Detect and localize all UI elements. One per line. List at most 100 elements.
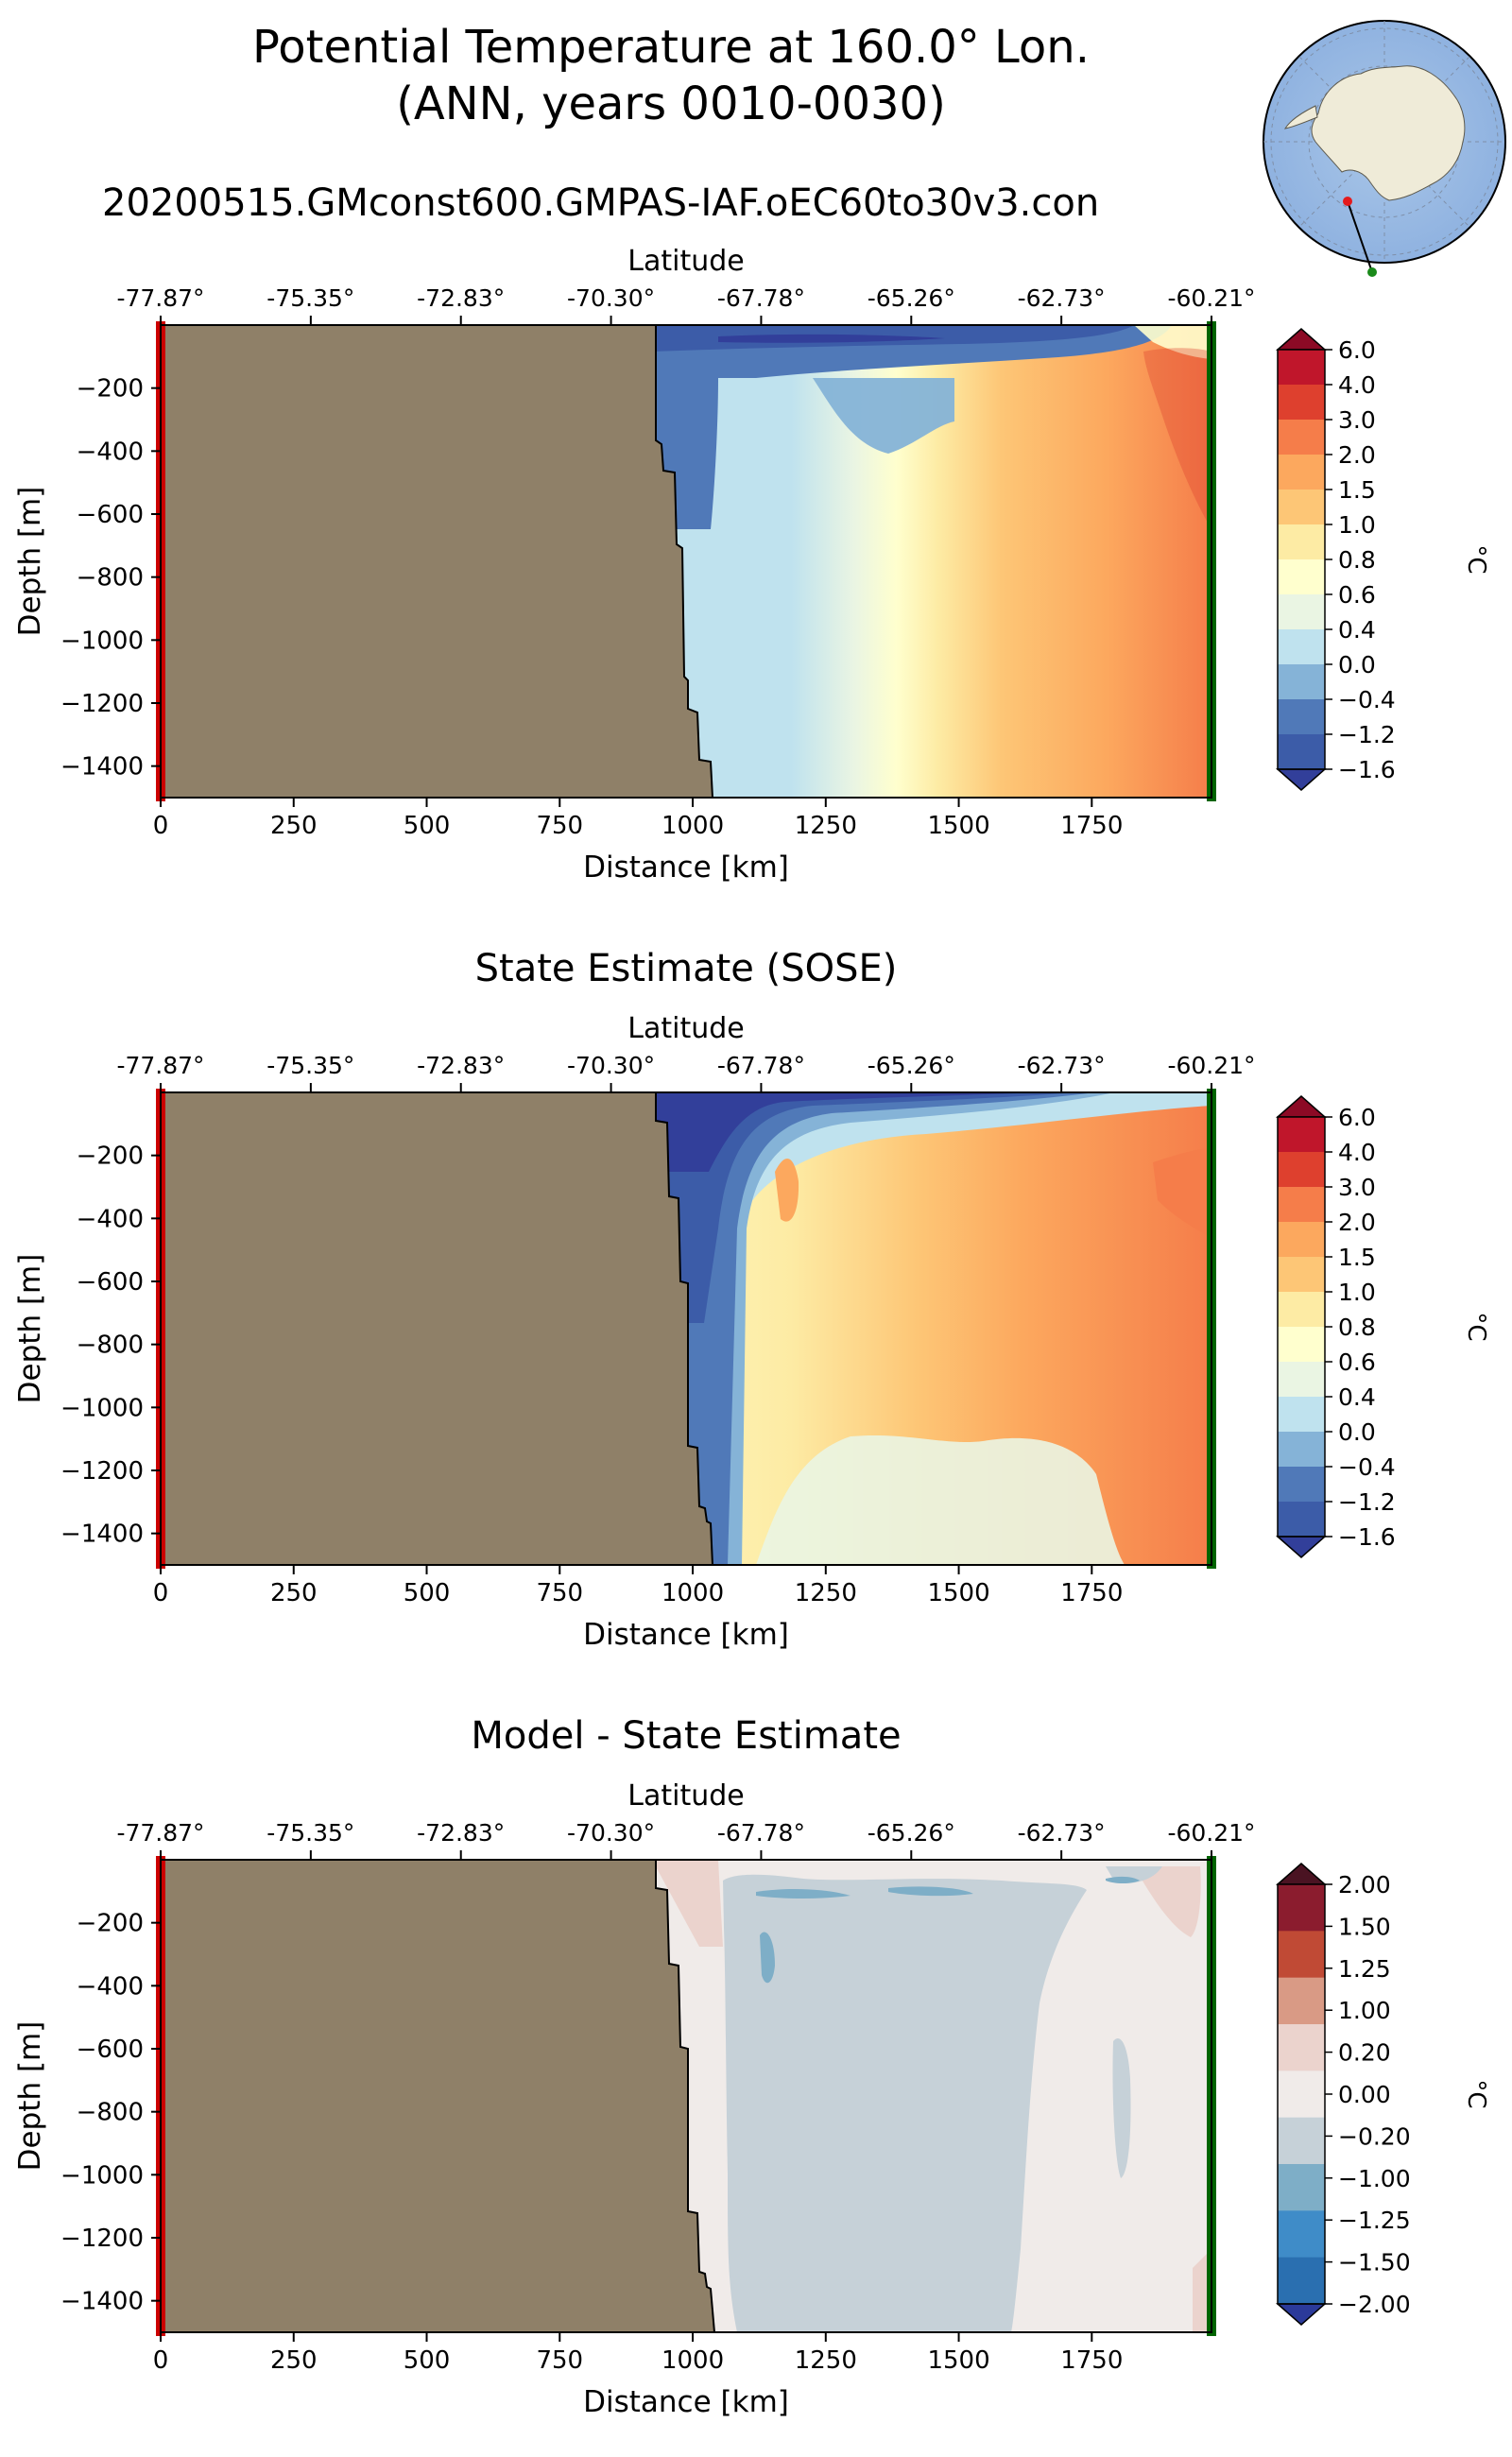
colorbar-tick-label: −1.6 bbox=[1338, 1523, 1396, 1551]
colorbar-segment bbox=[1278, 1931, 1325, 1979]
colorbar-tick-label: 1.25 bbox=[1338, 1955, 1391, 1983]
y-tick-label: −400 bbox=[77, 438, 144, 466]
colorbar-extend-max bbox=[1276, 328, 1327, 351]
x-tick-label: 250 bbox=[270, 812, 318, 840]
colorbar-segment bbox=[1278, 455, 1325, 490]
x-tick-label: 0 bbox=[153, 1579, 169, 1607]
inset-map bbox=[1263, 20, 1506, 277]
colorbar-tick-label: −1.2 bbox=[1338, 1488, 1396, 1516]
top-tick-label: -75.35° bbox=[266, 1052, 354, 1079]
y-tick-label: −1000 bbox=[60, 2161, 144, 2190]
y-tick-label: −1400 bbox=[60, 2288, 144, 2316]
colorbar-tick-label: 6.0 bbox=[1338, 336, 1376, 364]
colorbar-segment bbox=[1278, 2024, 1325, 2071]
ylabel-model: Depth [m] bbox=[13, 487, 47, 637]
y-tick-label: −1200 bbox=[60, 2225, 144, 2253]
colorbar-segment bbox=[1278, 1292, 1325, 1328]
plot-frame-model bbox=[160, 324, 1212, 799]
colorbar-tick-label: 0.00 bbox=[1338, 2081, 1391, 2108]
top-tick-label: -75.35° bbox=[266, 284, 354, 312]
land-sose bbox=[160, 1091, 714, 1566]
ylabel-sose: Depth [m] bbox=[13, 1254, 47, 1404]
colorbar-tick-label: −2.00 bbox=[1338, 2291, 1411, 2318]
top-tick-label: -62.73° bbox=[1018, 284, 1106, 312]
colorbar-segment bbox=[1278, 2117, 1325, 2165]
colorbar-segment bbox=[1278, 559, 1325, 595]
colorbar-label: °C bbox=[1462, 1312, 1490, 1341]
top-tick-label: -65.26° bbox=[868, 1819, 955, 1847]
plot-frame-sose bbox=[160, 1091, 1212, 1566]
x-tick-label: 1750 bbox=[1060, 2346, 1123, 2375]
xlabel-model: Distance [km] bbox=[583, 850, 789, 885]
colorbar-model: 6.0 4.0 3.0 2.0 1.5 1.0 0.8 0.6 0.4 0.0 −0.4 −1.2 −1… bbox=[1276, 328, 1490, 791]
colorbar-segment bbox=[1278, 420, 1325, 455]
colorbar-segment bbox=[1278, 2070, 1325, 2119]
colorbar-extend-max bbox=[1276, 1863, 1327, 1885]
colorbar-extend-min bbox=[1276, 768, 1327, 791]
colorbar-segment bbox=[1278, 1977, 1325, 2025]
y-ticks-sose: −200 −400 −600 −800 −1000 −1200 −1400 bbox=[60, 1143, 161, 1549]
y-tick-label: −800 bbox=[77, 1332, 144, 1360]
panel-difference: Model - State Estimate Latitude -77.87° -… bbox=[13, 1714, 1490, 2419]
x-ticks-sose: 0 250 500 750 1000 1250 1500 1750 bbox=[153, 1565, 1123, 1607]
top-tick-label: -70.30° bbox=[567, 1052, 655, 1079]
top-ticks-model: -77.87° -75.35° -72.83° -70.30° -67.78° -65.2… bbox=[116, 284, 1256, 325]
colorbar-tick-label: −0.4 bbox=[1338, 686, 1396, 713]
x-ticks-difference: 0 250 500 750 1000 1250 1500 1750 bbox=[153, 2332, 1123, 2375]
y-ticks-difference: −200 −400 −600 −800 −1000 −1200 −1400 bbox=[60, 1910, 161, 2316]
colorbar-label: °C bbox=[1462, 544, 1490, 574]
colorbar-tick-label: 1.0 bbox=[1338, 511, 1376, 539]
top-tick-label: -67.78° bbox=[717, 1052, 805, 1079]
top-tick-label: -65.26° bbox=[868, 1052, 955, 1079]
y-tick-label: −200 bbox=[77, 1910, 144, 1938]
colorbar-segment bbox=[1278, 490, 1325, 525]
colorbar-tick-label: 1.0 bbox=[1338, 1279, 1376, 1306]
colorbar-tick-label: 1.5 bbox=[1338, 1244, 1376, 1271]
x-tick-label: 1250 bbox=[795, 1579, 857, 1607]
colorbar-tick-label: −1.6 bbox=[1338, 756, 1396, 783]
y-tick-label: −600 bbox=[77, 1268, 144, 1297]
figure-title-line1: Potential Temperature at 160.0° Lon. bbox=[252, 21, 1090, 74]
top-axis-label-model: Latitude bbox=[627, 245, 744, 278]
colorbar-tick-label: 0.4 bbox=[1338, 1383, 1376, 1411]
top-tick-label: -60.21° bbox=[1167, 1819, 1255, 1847]
colorbar-difference: 2.00 1.50 1.25 1.00 0.20 0.00 −0.20 −1.00 −1.25 −… bbox=[1276, 1863, 1490, 2326]
land-model bbox=[160, 324, 714, 799]
y-tick-label: −1200 bbox=[60, 1457, 144, 1486]
top-tick-label: -72.83° bbox=[417, 1052, 505, 1079]
x-tick-label: 1500 bbox=[927, 1579, 989, 1607]
colorbar-tick-label: 0.4 bbox=[1338, 616, 1376, 644]
colorbar-tick-label: −0.4 bbox=[1338, 1453, 1396, 1481]
x-ticks-model: 0 250 500 750 1000 1250 1500 1750 bbox=[153, 798, 1123, 840]
panel-sose: State Estimate (SOSE) Latitude -77.87° -7… bbox=[13, 947, 1490, 1652]
colorbar-segment bbox=[1278, 734, 1325, 770]
colorbar-tick-label: 2.00 bbox=[1338, 1871, 1391, 1899]
colorbar-tick-label: 0.8 bbox=[1338, 546, 1376, 574]
panel-title-difference: Model - State Estimate bbox=[471, 1714, 901, 1758]
panel-title-sose: State Estimate (SOSE) bbox=[475, 947, 898, 990]
y-tick-label: −1000 bbox=[60, 1394, 144, 1422]
x-tick-label: 1250 bbox=[795, 812, 857, 840]
colorbar-tick-label: 0.0 bbox=[1338, 1418, 1376, 1446]
y-tick-label: −1000 bbox=[60, 627, 144, 655]
top-tick-label: -62.73° bbox=[1018, 1052, 1106, 1079]
x-tick-label: 1000 bbox=[662, 2346, 724, 2375]
top-tick-label: -62.73° bbox=[1018, 1819, 1106, 1847]
figure-title-line2: (ANN, years 0010-0030) bbox=[396, 77, 946, 130]
colorbar-segment bbox=[1278, 664, 1325, 700]
colorbar-tick-label: 0.6 bbox=[1338, 581, 1376, 609]
x-tick-label: 500 bbox=[404, 2346, 451, 2375]
top-tick-label: -77.87° bbox=[116, 284, 204, 312]
colorbar-tick-label: −1.50 bbox=[1338, 2249, 1411, 2277]
colorbar-segment bbox=[1278, 1257, 1325, 1293]
colorbar-tick-label: 4.0 bbox=[1338, 1139, 1376, 1166]
colorbar-tick-label: 0.8 bbox=[1338, 1314, 1376, 1341]
colorbar-segment bbox=[1278, 2210, 1325, 2259]
top-tick-label: -72.83° bbox=[417, 284, 505, 312]
x-tick-label: 1250 bbox=[795, 2346, 857, 2375]
colorbar-segment bbox=[1278, 1467, 1325, 1503]
ylabel-difference: Depth [m] bbox=[13, 2021, 47, 2172]
y-tick-label: −400 bbox=[77, 1205, 144, 1233]
top-tick-label: -75.35° bbox=[266, 1819, 354, 1847]
